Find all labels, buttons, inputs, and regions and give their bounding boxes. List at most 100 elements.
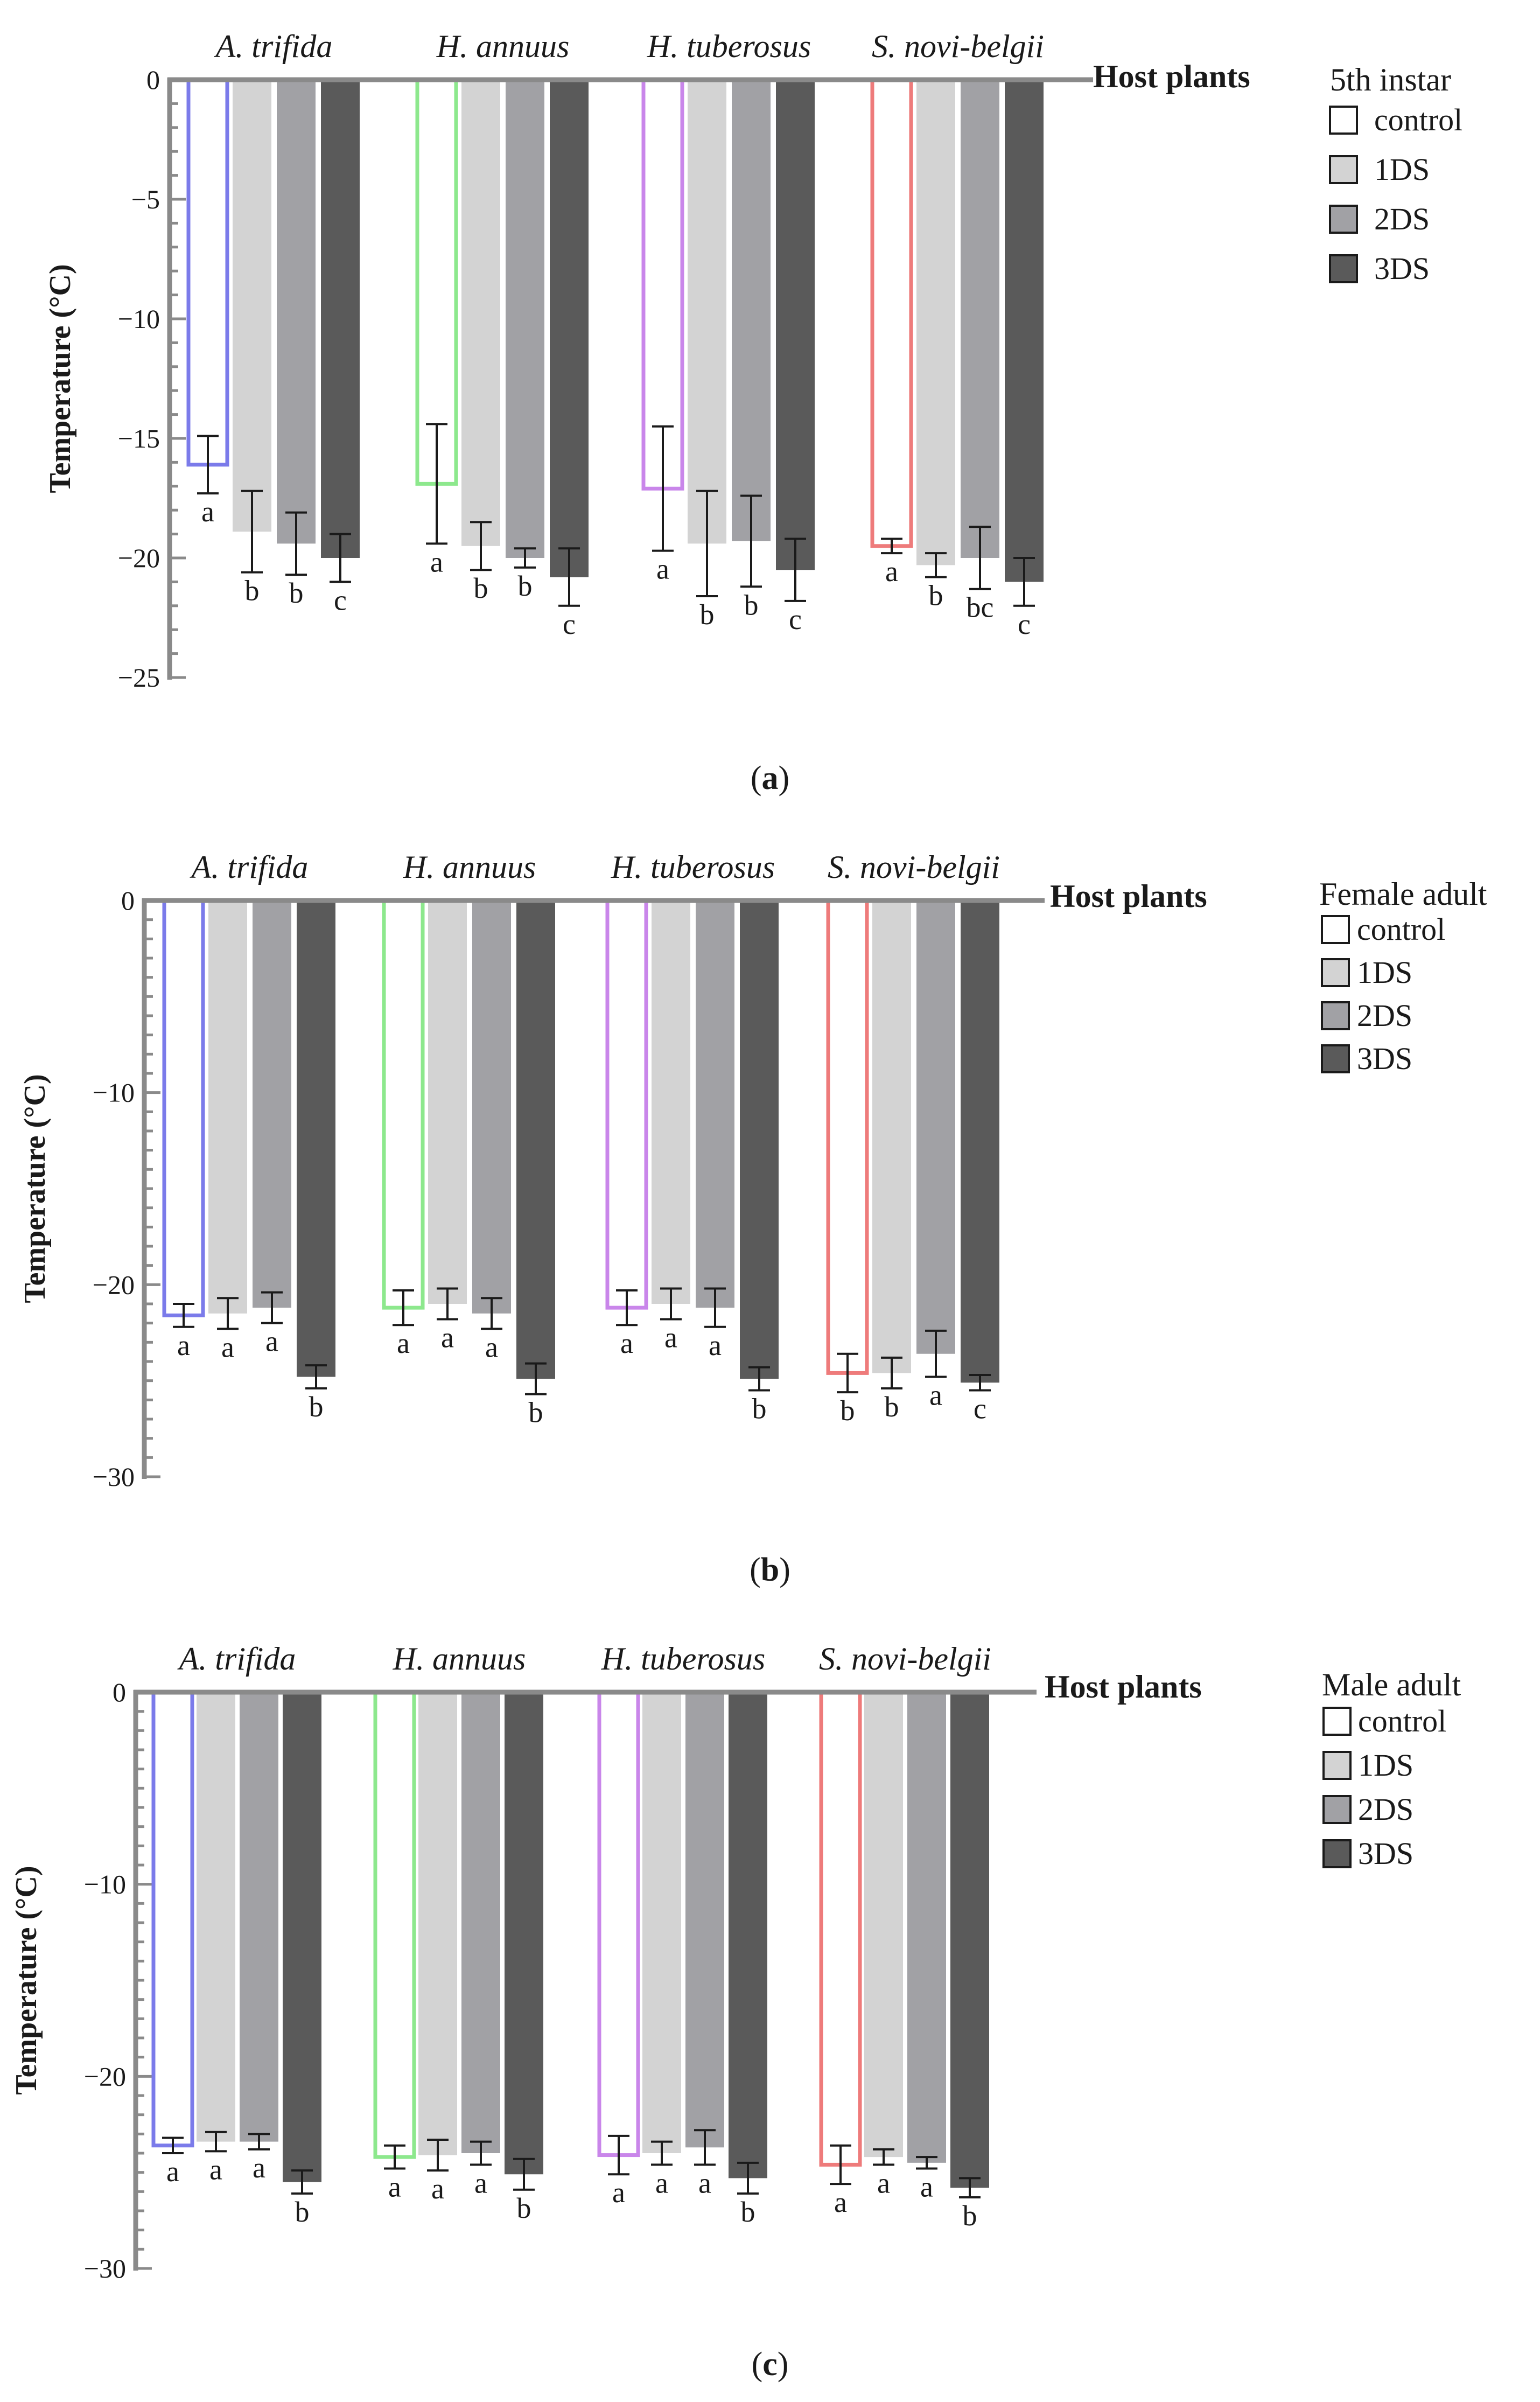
panel-a-bar-3ds-3 (776, 80, 815, 570)
panel-b-legend-label-control: control (1357, 912, 1445, 947)
panel-c-legend-label-3ds: 3DS (1358, 1836, 1413, 1871)
panel-b-bar-2ds-4 (916, 900, 955, 1354)
panel-a-y-axis-label: Temperature (°C) (44, 264, 77, 493)
panel-c-significance-letter: a (388, 2171, 401, 2203)
panel-a-significance-letter: b (700, 598, 715, 631)
panel-c-significance-letter: a (253, 2152, 265, 2184)
panel-c-significance-letter: a (834, 2186, 847, 2218)
panel-b-significance-letter: b (841, 1394, 855, 1427)
panel-b-bar-1ds-2 (428, 900, 467, 1304)
panel-a-bar-2ds-2 (506, 80, 544, 558)
panel-b-significance-letter: b (752, 1393, 767, 1425)
panel-c-legend-swatch-3ds (1322, 1839, 1352, 1868)
panel-b-bar-3ds-1 (297, 900, 335, 1377)
panel-c-bar-1ds-2 (418, 1692, 457, 2155)
panel-a-y-tick-label: −10 (118, 304, 160, 334)
panel-b-significance-letter: a (397, 1327, 410, 1359)
panel-a-legend-swatch-3ds (1329, 254, 1358, 283)
panel-a-legend-swatch-2ds (1329, 205, 1358, 234)
panel-a-category-label: A. trifida (214, 29, 333, 64)
panel-a-significance-letter: a (656, 553, 669, 585)
panel-a-bar-control-1 (186, 78, 229, 467)
panel-a-x-axis-label: Host plants (1093, 59, 1250, 94)
panel-a-legend-label-3ds: 3DS (1374, 251, 1430, 286)
panel-c-significance-letter: a (474, 2167, 487, 2199)
panel-b-significance-letter: a (664, 1322, 677, 1354)
panel-c-x-axis-label: Host plants (1045, 1669, 1202, 1705)
panel-b-legend-swatch-2ds (1321, 1001, 1350, 1030)
panel-c-bar-3ds-3 (729, 1692, 767, 2178)
panel-c-significance-letter: b (517, 2192, 531, 2224)
panel-c-bar-1ds-1 (197, 1692, 235, 2142)
panel-b-significance-letter: a (221, 1331, 234, 1363)
panel-b-bar-2ds-1 (253, 900, 291, 1308)
panel-b-bar-3ds-2 (516, 900, 555, 1379)
panel-b-significance-letter: b (529, 1396, 543, 1429)
panel-a-y-tick-label: −25 (118, 662, 160, 693)
panel-b-y-axis-label: Temperature (°C) (18, 1074, 52, 1303)
panel-c-significance-letter: a (655, 2167, 668, 2199)
panel-a-significance-letter: b (929, 579, 943, 612)
panel-c-y-axis-label: Temperature (°C) (10, 1866, 43, 2094)
panel-c-significance-letter: a (698, 2167, 711, 2199)
panel-c-legend-title: Male adult (1322, 1667, 1461, 1702)
panel-c-y-tick-label: −20 (84, 2061, 126, 2091)
panel-b-bar-2ds-3 (696, 900, 734, 1308)
panel-a-legend-label-2ds: 2DS (1374, 201, 1430, 236)
panel-a-significance-letter: a (430, 546, 443, 578)
panel-a-significance-letter: c (1018, 608, 1031, 640)
panel-b-y-tick-label: −20 (93, 1269, 135, 1300)
panel-c-bar-2ds-4 (907, 1692, 946, 2163)
panel-b-bar-control-1 (162, 898, 205, 1317)
panel-c-significance-letter: b (295, 2196, 310, 2228)
panel-b-bar-1ds-3 (652, 900, 690, 1304)
panel-a-legend-label-1ds: 1DS (1374, 152, 1430, 187)
panel-b-legend-title: Female adult (1319, 876, 1487, 912)
panel-a-bar-control-2 (415, 78, 458, 486)
panel-c-bar-1ds-3 (642, 1692, 681, 2153)
panel-c-category-label: S. novi-belgii (819, 1641, 991, 1677)
panel-b-bar-1ds-1 (208, 900, 247, 1314)
panel-a-bar-1ds-2 (461, 80, 500, 546)
panel-a-significance-letter: b (744, 589, 759, 621)
panel-a-significance-letter: b (518, 570, 533, 602)
panel-a-legend-swatch-control (1329, 106, 1358, 135)
panel-a-bar-3ds-4 (1005, 80, 1044, 582)
panel-a-significance-letter: c (334, 584, 347, 616)
panel-c-significance-letter: b (741, 2196, 755, 2228)
panel-c-y-tick-label: −30 (84, 2253, 126, 2284)
panel-c-category-label: H. annuus (393, 1641, 526, 1677)
panel-b-label: (b) (750, 1552, 790, 1588)
panel-b-significance-letter: b (309, 1391, 324, 1423)
panel-c-bar-3ds-4 (950, 1692, 989, 2188)
panel-a-y-tick-label: −5 (131, 184, 160, 214)
panel-a-y-tick-label: −15 (118, 423, 160, 453)
panel-a-bar-3ds-1 (321, 80, 360, 558)
panel-c-bar-3ds-1 (283, 1692, 321, 2182)
panel-b-significance-letter: a (620, 1327, 633, 1359)
panel-a-legend-title: 5th instar (1330, 62, 1451, 97)
panel-b-category-label: S. novi-belgii (828, 849, 1000, 885)
panel-c-significance-letter: a (877, 2167, 890, 2199)
panel-a-significance-letter: b (289, 577, 304, 609)
panel-b-significance-letter: a (441, 1322, 454, 1354)
panel-c-bar-control-1 (151, 1690, 194, 2148)
panel-b-category-label: H. annuus (403, 849, 536, 885)
panel-b-y-tick-label: 0 (121, 885, 135, 916)
panel-a-y-tick-label: −20 (118, 543, 160, 573)
panel-c-label: (c) (752, 2346, 789, 2383)
panel-a-y-tick-label: 0 (146, 65, 160, 95)
panel-b-bar-3ds-3 (740, 900, 779, 1379)
panel-a-label: (a) (751, 760, 789, 797)
panel-a-bar-control-3 (641, 78, 684, 491)
panel-b-legend-label-3ds: 3DS (1357, 1041, 1412, 1076)
panel-a-bar-1ds-4 (916, 80, 955, 565)
panel-a-bar-2ds-1 (277, 80, 316, 544)
panel-b-bar-3ds-4 (961, 900, 999, 1383)
panel-b-significance-letter: a (265, 1325, 278, 1358)
panel-c-significance-letter: a (612, 2176, 625, 2209)
panel-a-legend-swatch-1ds (1329, 155, 1358, 184)
panel-c-category-label: A. trifida (177, 1641, 296, 1677)
